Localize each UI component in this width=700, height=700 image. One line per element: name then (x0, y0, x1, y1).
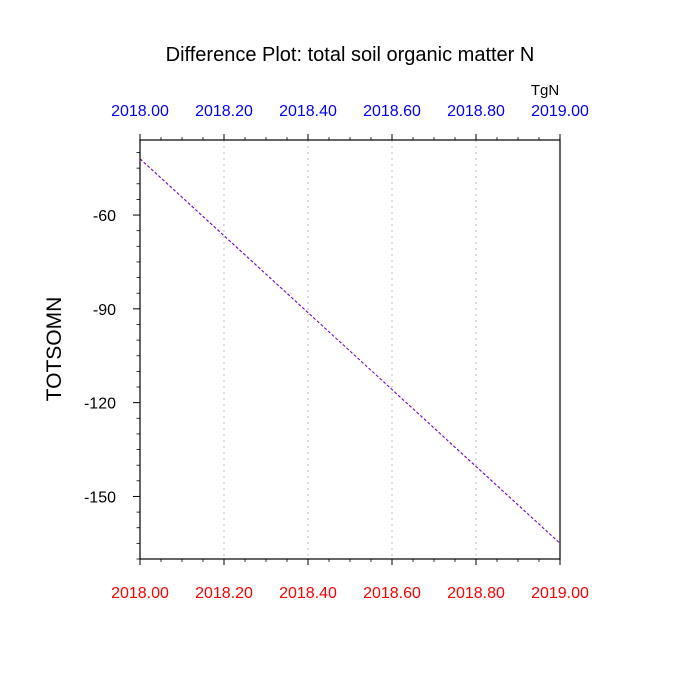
ticks-layer: 2018.00 2018.00 2018.20 2018.20 2018.40 2018.… (84, 103, 589, 602)
x-top-tick-label: 2018.60 (363, 103, 421, 120)
x-bottom-tick-label: 2019.00 (531, 585, 589, 602)
y-tick-label: -90 (93, 302, 116, 319)
x-bottom-tick-label: 2018.20 (195, 585, 253, 602)
chart-title: Difference Plot: total soil organic matt… (166, 44, 535, 66)
x-top-tick-label: 2018.00 (111, 103, 169, 120)
x-bottom-tick-label: 2018.60 (363, 585, 421, 602)
series-line (139, 158, 561, 544)
x-bottom-tick-label: 2018.00 (111, 585, 169, 602)
y-tick-label: -150 (84, 489, 116, 506)
plot-frame (139, 139, 561, 560)
x-top-tick-label: 2018.20 (195, 103, 253, 120)
grid-layer (223, 140, 477, 559)
x-top-tick-label: 2018.40 (279, 103, 337, 120)
x-bottom-tick-label: 2018.80 (447, 585, 505, 602)
y-tick-label: -60 (93, 208, 116, 225)
y-axis-title: TOTSOMN (43, 297, 66, 402)
x-bottom-tick-label: 2018.40 (279, 585, 337, 602)
x-top-tick-label: 2019.00 (531, 103, 589, 120)
series-layer (139, 158, 561, 544)
y-tick-label: -120 (84, 396, 116, 413)
units-label: TgN (531, 82, 559, 99)
x-top-tick-label: 2018.80 (447, 103, 505, 120)
